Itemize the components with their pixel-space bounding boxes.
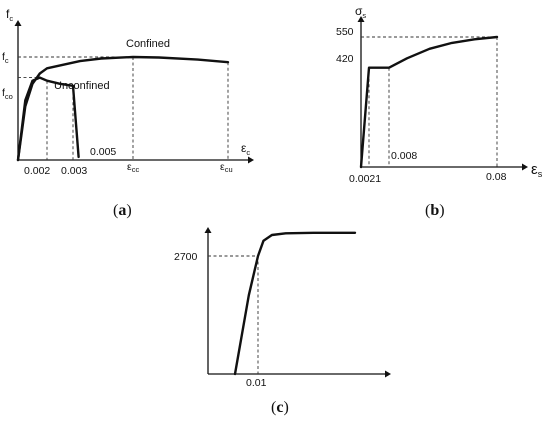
panel-b-y-axis-symbol: σs (355, 4, 366, 20)
panel-a-series-unconfined-label: Unconfined (54, 80, 110, 92)
panel-a: Confined Unconfined fc εc fc fco 0.002 0… (2, 7, 254, 219)
panel-a-x-tick-0.002: 0.002 (24, 165, 50, 177)
panel-a-x-tick-ecu: εcu (220, 161, 233, 174)
panel-a-series-unconfined-line (16, 76, 80, 162)
panel-c-x-tick-0.01: 0.01 (246, 377, 267, 389)
panel-b-x-tick-0.0021: 0.0021 (349, 173, 381, 185)
panel-a-y-tick-fco: fco (2, 87, 13, 101)
panel-b-x-arrow (522, 163, 528, 171)
panel-a-x-axis-symbol: εc (241, 141, 250, 157)
panel-b-x-tick-0.008: 0.008 (391, 150, 417, 162)
panel-b-x-tick-0.08: 0.08 (486, 171, 507, 183)
panel-b-caption: (b) (425, 202, 445, 219)
panel-b-x-axis-symbol: εs (531, 161, 543, 179)
panel-c: 2700 0.01 (c) (174, 227, 391, 416)
panel-c-y-arrow (204, 227, 212, 233)
panel-b-y-tick-420: 420 (336, 53, 354, 65)
panel-a-series-confined-label: Confined (126, 38, 170, 50)
panel-a-y-axis-symbol: fc (6, 7, 13, 23)
panel-c-series-line (233, 231, 357, 376)
panel-c-x-arrow (385, 370, 391, 378)
panel-b-y-arrow (357, 16, 365, 22)
panel-a-x-tick-ecc: εcc (127, 161, 139, 174)
panel-c-caption: (c) (271, 399, 289, 416)
panel-b: σs εs 550 420 0.0021 0.008 0.08 (b) (336, 4, 543, 219)
panel-b-y-tick-550: 550 (336, 26, 354, 38)
panel-a-y-arrow (14, 20, 22, 26)
panel-b-series-line (359, 35, 499, 169)
panel-a-x-tick-0.005: 0.005 (90, 146, 116, 158)
panel-a-x-tick-0.003: 0.003 (61, 165, 87, 177)
panel-a-y-tick-fc: fc (2, 51, 9, 65)
panel-c-y-tick-2700: 2700 (174, 251, 198, 263)
panel-a-series-confined-line (16, 55, 230, 162)
panel-a-caption: (a) (113, 202, 132, 219)
panel-a-x-arrow (248, 156, 254, 164)
